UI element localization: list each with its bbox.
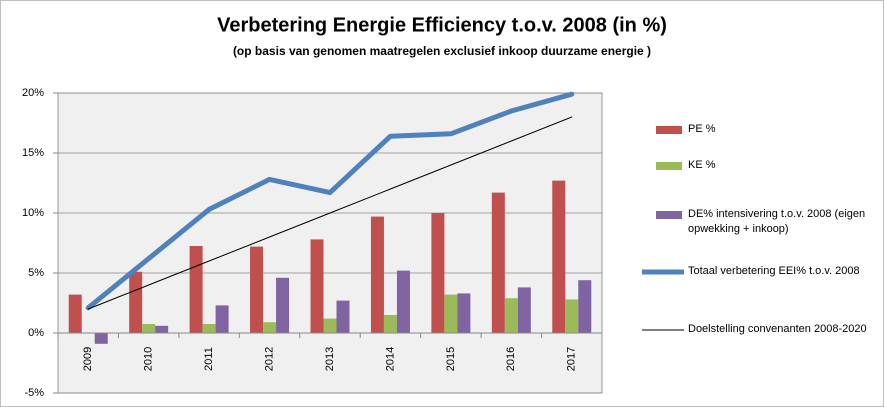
line-series — [87, 116, 573, 310]
x-tick-label: 2011 — [203, 347, 215, 371]
bar — [336, 300, 350, 333]
y-tick-label: 5% — [28, 267, 44, 279]
bar — [68, 294, 82, 333]
bar — [142, 324, 156, 333]
x-tick-label: 2016 — [505, 347, 517, 371]
legend-label: DE% intensivering t.o.v. 2008 (eigen opw… — [688, 208, 866, 235]
bar — [215, 305, 229, 333]
bar — [310, 239, 324, 333]
bar — [94, 333, 108, 344]
y-tick-label: -5% — [24, 387, 44, 399]
bar — [202, 324, 216, 333]
y-tick-label: 15% — [22, 147, 44, 159]
bar — [444, 294, 458, 333]
bar — [431, 213, 445, 333]
y-tick-label: 10% — [22, 207, 44, 219]
bar — [396, 270, 410, 333]
bar — [323, 318, 337, 333]
y-tick-label: 20% — [22, 87, 44, 99]
line-series — [85, 91, 575, 311]
bar — [504, 298, 518, 333]
legend-swatch — [656, 162, 682, 170]
bar — [129, 271, 143, 333]
x-tick-label: 2009 — [82, 347, 94, 371]
bar — [189, 246, 203, 333]
x-tick-label: 2010 — [143, 347, 155, 371]
bar — [250, 246, 264, 333]
legend-swatch — [656, 211, 682, 219]
bar — [155, 325, 169, 333]
bar — [565, 299, 579, 333]
y-tick-label: 0% — [28, 327, 44, 339]
bar — [370, 216, 384, 333]
bar — [491, 192, 505, 333]
legend-swatch — [656, 126, 682, 134]
legend-label: Totaal verbetering EEI% t.o.v. 2008 — [688, 265, 860, 277]
bar — [263, 322, 277, 333]
x-tick-label: 2017 — [566, 347, 578, 371]
bar — [383, 315, 397, 333]
bar — [276, 277, 290, 333]
legend-label: KE % — [688, 159, 716, 171]
x-tick-label: 2015 — [445, 347, 457, 371]
chart-title: Verbetering Energie Efficiency t.o.v. 20… — [217, 14, 667, 36]
x-tick-label: 2013 — [324, 347, 336, 371]
x-tick-label: 2012 — [263, 347, 275, 371]
chart-subtitle: (op basis van genomen maatregelen exclus… — [233, 44, 651, 58]
x-tick-label: 2014 — [384, 347, 396, 371]
bar — [457, 293, 471, 333]
bar — [552, 180, 566, 333]
legend-label: Doelstelling convenanten 2008-2020 — [688, 323, 867, 335]
bar — [517, 287, 531, 333]
legend-label: PE % — [688, 123, 716, 135]
bar — [578, 280, 592, 333]
